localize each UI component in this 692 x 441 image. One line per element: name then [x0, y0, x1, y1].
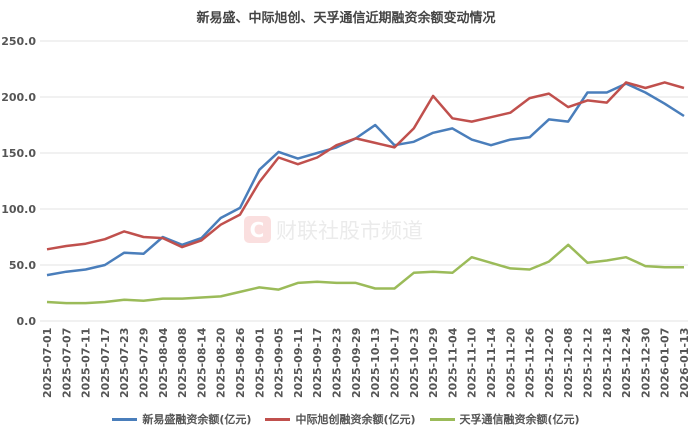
x-tick-label: 2026-01-07: [659, 328, 672, 398]
watermark: C 财联社股市频道: [244, 216, 423, 243]
x-tick-label: 2025-12-30: [639, 327, 652, 398]
x-tick-label: 2025-08-26: [234, 327, 247, 398]
x-tick-label: 2025-11-04: [446, 327, 459, 398]
svg-text:财联社股市频道: 财联社股市频道: [276, 219, 423, 243]
x-tick-label: 2025-12-02: [543, 328, 556, 398]
x-tick-label: 2025-11-10: [466, 327, 479, 398]
legend-swatch: [265, 417, 291, 421]
x-tick-label: 2025-12-08: [562, 328, 575, 398]
x-tick-label: 2025-07-07: [60, 328, 73, 398]
x-tick-label: 2025-09-29: [350, 328, 363, 398]
y-tick-label: 250.0: [1, 35, 36, 48]
legend-label: 新易盛融资余额(亿元): [142, 413, 252, 426]
y-tick-label: 100.0: [1, 203, 36, 216]
x-tick-label: 2025-08-04: [157, 327, 170, 398]
legend-label: 中际旭创融资余额(亿元): [295, 413, 416, 426]
x-tick-label: 2025-12-24: [620, 327, 633, 398]
legend-item-2: 天孚通信融资余额(亿元): [429, 411, 580, 427]
x-tick-label: 2025-07-29: [138, 328, 151, 398]
x-tick-label: 2025-11-14: [485, 327, 498, 398]
x-tick-label: 2025-07-23: [118, 328, 131, 398]
chart-title: 新易盛、中际旭创、天孚通信近期融资余额变动情况: [196, 11, 496, 26]
x-tick-label: 2025-11-26: [524, 327, 537, 398]
x-tick-label: 2025-10-13: [369, 328, 382, 398]
legend-swatch: [429, 417, 455, 421]
x-tick-label: 2025-10-29: [427, 328, 440, 398]
x-tick-label: 2025-08-14: [195, 327, 208, 398]
legend-swatch: [112, 417, 138, 421]
series-line-2: [46, 243, 684, 305]
x-tick-label: 2025-09-17: [311, 328, 324, 398]
series-line-0: [46, 82, 685, 277]
y-tick-label: 50.0: [9, 259, 36, 272]
legend-item-1: 中际旭创融资余额(亿元): [265, 411, 416, 427]
x-tick-label: 2025-12-12: [581, 328, 594, 398]
x-tick-label: 2025-07-17: [99, 328, 112, 398]
x-tick-label: 2025-12-18: [601, 328, 614, 398]
x-tick-label: 2025-10-23: [408, 328, 421, 398]
x-tick-label: 2025-09-05: [273, 328, 286, 398]
svg-text:C: C: [250, 218, 265, 242]
x-tick-label: 2025-09-23: [331, 328, 344, 398]
y-tick-label: 200.0: [1, 91, 36, 104]
legend-item-0: 新易盛融资余额(亿元): [112, 411, 251, 427]
x-tick-label: 2026-01-13: [678, 328, 691, 398]
y-tick-label: 0.0: [17, 315, 37, 328]
x-tick-label: 2025-11-20: [504, 327, 517, 398]
x-tick-label: 2025-08-20: [215, 327, 228, 398]
x-tick-label: 2025-09-11: [292, 328, 305, 398]
x-tick-label: 2025-10-17: [388, 328, 401, 398]
series-line-1: [46, 81, 685, 251]
y-tick-label: 150.0: [1, 147, 36, 160]
legend: 新易盛融资余额(亿元) 中际旭创融资余额(亿元) 天孚通信融资余额(亿元): [0, 411, 692, 427]
x-tick-label: 2025-09-01: [253, 328, 266, 398]
legend-label: 天孚通信融资余额(亿元): [459, 413, 580, 426]
x-tick-label: 2025-08-08: [176, 328, 189, 398]
x-tick-label: 2025-07-11: [80, 328, 93, 398]
x-tick-label: 2025-07-01: [41, 328, 54, 398]
